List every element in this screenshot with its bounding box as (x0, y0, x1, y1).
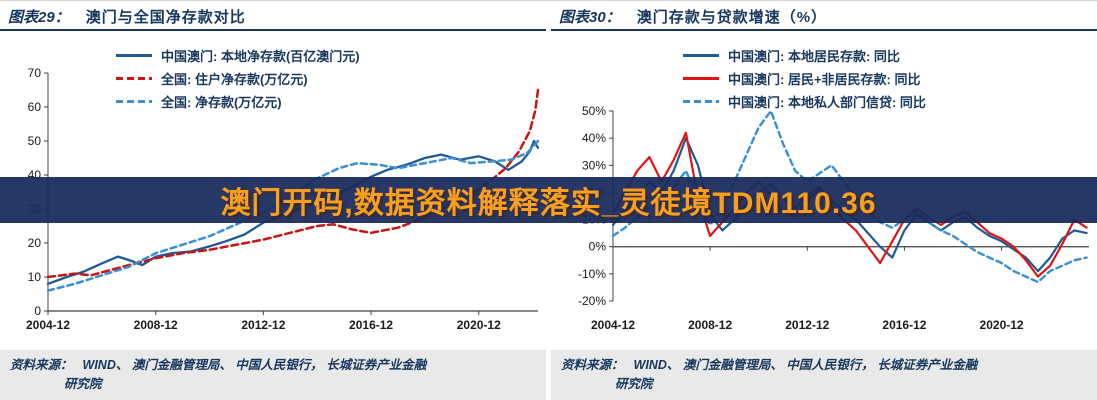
x-tick-label: 2012-12 (785, 318, 829, 332)
chart-29-title-prefix: 图表29： (8, 8, 70, 26)
x-tick-label: 2020-12 (980, 318, 1024, 332)
watermark-banner: 澳门开码,数据资料解释落实_灵徒境TDM110.36 (0, 177, 1097, 223)
panel-chart-29: 图表29： 澳门与全国净存款对比 0102030405060702004-122… (0, 1, 546, 400)
x-tick-label: 2008-12 (688, 318, 732, 332)
y-tick-label: -20% (578, 294, 606, 308)
chart-29-source: 资料来源： WIND、 澳门金融管理局、 中国人民银行， 长城证券产业金融 研究院 (0, 350, 546, 400)
legend-item: 中国澳门: 本地居民存款: 同比 (683, 45, 926, 65)
legend-label: 中国澳门: 本地净存款(百亿澳门元) (161, 48, 360, 64)
series-line (46, 88, 540, 279)
chart-29-header: 图表29： 澳门与全国净存款对比 (0, 1, 546, 31)
source-label: 资料来源： (561, 358, 624, 372)
y-tick-label: 40% (582, 131, 606, 145)
source-line-2: 研究院 (64, 377, 102, 392)
series-line (46, 139, 540, 292)
chart-29-area: 0102030405060702004-122008-122012-122016… (0, 33, 546, 349)
source-line-1: 资料来源： WIND、 澳门金融管理局、 中国人民银行， 长城证券产业金融 (10, 356, 536, 375)
chart-29-canvas: 0102030405060702004-122008-122012-122016… (26, 66, 540, 332)
y-tick-label: 20 (28, 236, 42, 250)
legend-item: 中国澳门: 本地净存款(百亿澳门元) (116, 45, 360, 65)
source-text: WIND、 澳门金融管理局、 中国人民银行， 长城证券产业金融 (633, 358, 978, 372)
legend-line-swatch (116, 76, 152, 80)
y-tick-label: -10% (578, 267, 606, 281)
chart-29-title: 澳门与全国净存款对比 (85, 8, 246, 26)
y-tick-label: 60 (28, 100, 42, 114)
y-tick-label: 50% (582, 104, 606, 118)
x-tick-label: 2008-12 (134, 318, 178, 332)
chart-30-title-prefix: 图表30： (559, 8, 621, 26)
y-tick-label: 10 (28, 270, 42, 284)
chart-30-title: 澳门存款与贷款增速（%） (636, 8, 828, 26)
chart-30-legend: 中国澳门: 本地居民存款: 同比中国澳门: 居民+非居民存款: 同比 中国澳门: … (683, 45, 926, 111)
legend-line-swatch (683, 53, 719, 57)
legend-line-swatch (683, 76, 719, 80)
legend-label: 全国: 住户净存款(万亿元) (161, 71, 308, 87)
legend-label: 全国: 净存款(万亿元) (161, 94, 282, 110)
legend-label: 中国澳门: 居民+非居民存款: 同比 (728, 71, 921, 87)
watermark-text: 澳门开码,数据资料解释落实_灵徒境TDM110.36 (220, 187, 877, 220)
panel-chart-30: 图表30： 澳门存款与贷款增速（%） -20%-10%0%10%20%30%40… (551, 1, 1097, 400)
x-tick-label: 2016-12 (349, 318, 393, 332)
legend-line-swatch (683, 99, 719, 103)
chart-30-header: 图表30： 澳门存款与贷款增速（%） (551, 1, 1097, 31)
x-tick-label: 2020-12 (457, 318, 501, 332)
legend-line-swatch (116, 53, 152, 57)
source-label: 资料来源： (10, 358, 73, 372)
legend-item: 中国澳门: 居民+非居民存款: 同比 (683, 68, 926, 88)
source-line-1: 资料来源： WIND、 澳门金融管理局、 中国人民银行， 长城证券产业金融 (561, 356, 1087, 375)
y-tick-label: 70 (28, 66, 42, 80)
x-tick-label: 2004-12 (26, 318, 70, 332)
x-tick-label: 2004-12 (591, 318, 635, 332)
y-tick-label: 30% (582, 158, 606, 172)
series-line (611, 131, 1088, 278)
x-tick-label: 2016-12 (882, 318, 926, 332)
legend-item: 全国: 净存款(万亿元) (116, 91, 360, 111)
legend-label: 中国澳门: 本地居民存款: 同比 (728, 48, 900, 64)
source-text: WIND、 澳门金融管理局、 中国人民银行， 长城证券产业金融 (82, 358, 427, 372)
legend-line-swatch (116, 99, 152, 103)
x-tick-label: 2012-12 (241, 318, 285, 332)
chart-30-source: 资料来源： WIND、 澳门金融管理局、 中国人民银行， 长城证券产业金融 研究院 (551, 350, 1097, 400)
y-tick-label: 0% (589, 240, 607, 254)
legend-item: 全国: 住户净存款(万亿元) (116, 68, 360, 88)
source-line-2: 研究院 (615, 377, 653, 392)
chart-29-legend: 中国澳门: 本地净存款(百亿澳门元) 全国: 住户净存款(万亿元) 全国: 净存款(… (116, 45, 360, 111)
y-tick-label: 50 (28, 134, 42, 148)
legend-label: 中国澳门: 本地私人部门信贷: 同比 (728, 94, 926, 110)
y-tick-label: 0 (34, 304, 41, 318)
legend-item: 中国澳门: 本地私人部门信贷: 同比 (683, 91, 926, 111)
